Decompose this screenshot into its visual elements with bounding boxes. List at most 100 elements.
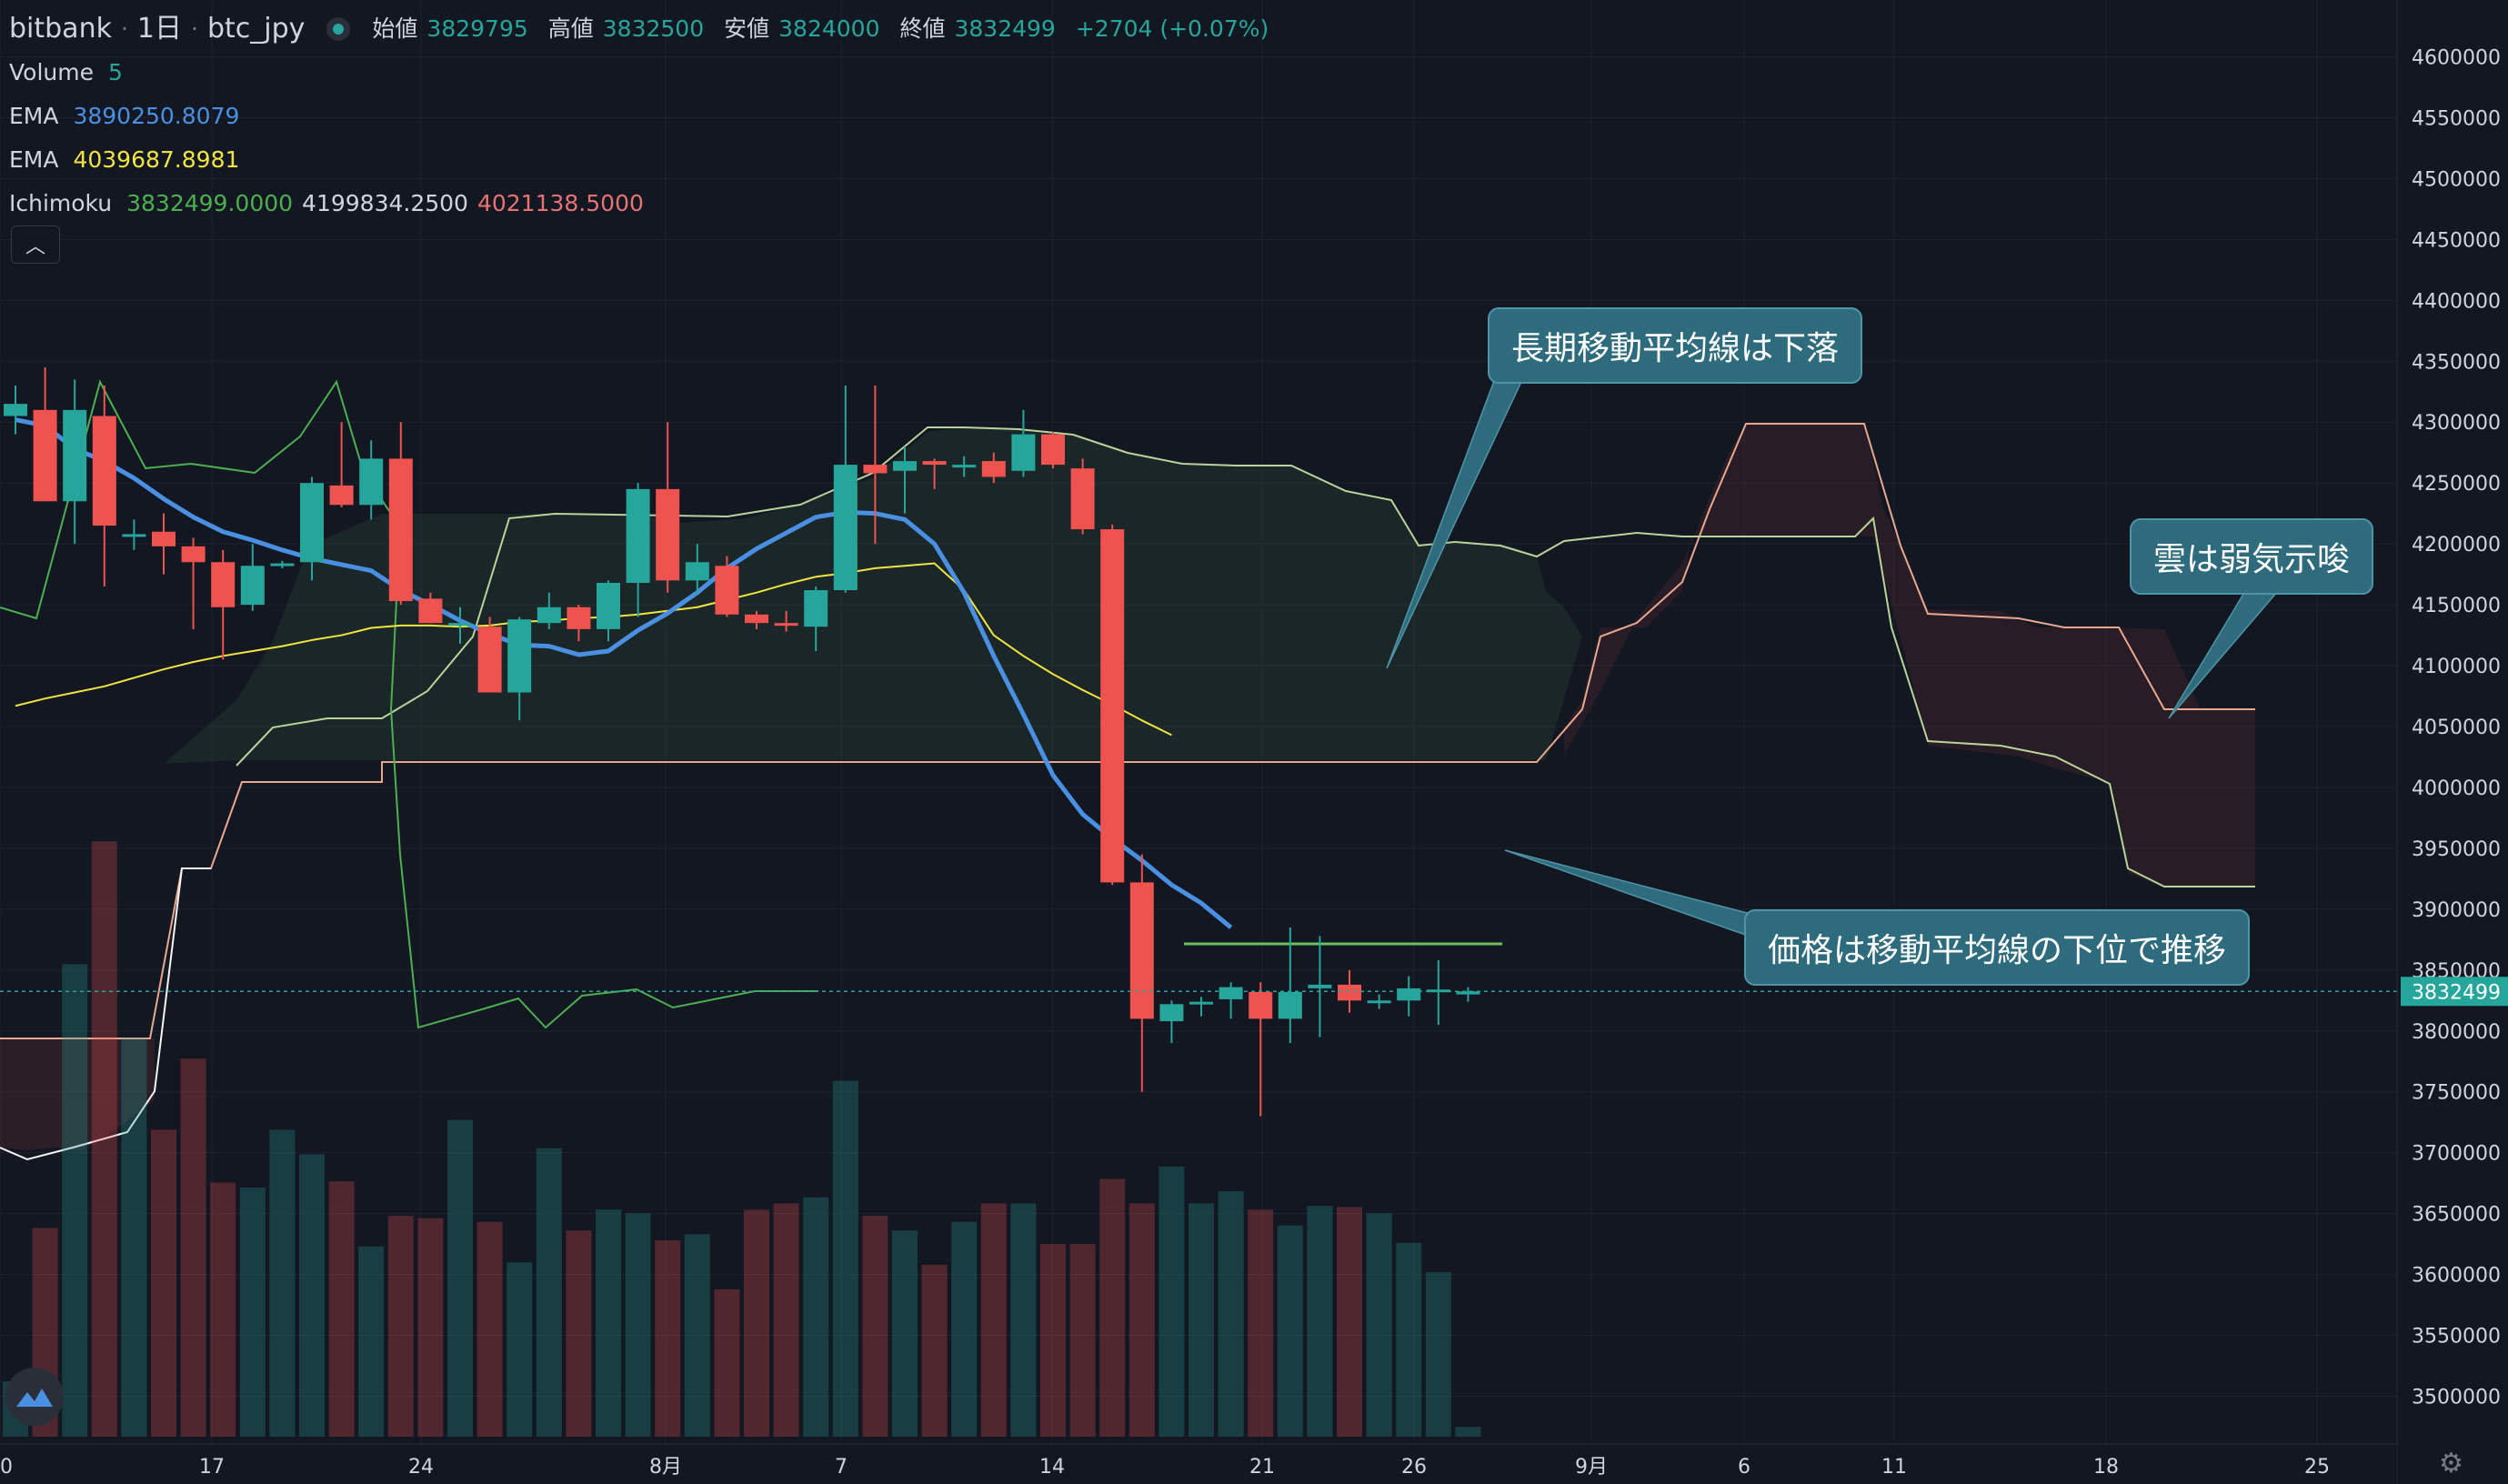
separator-dot: · — [120, 15, 128, 42]
candle-body — [1189, 1001, 1213, 1005]
volume-bar — [832, 1080, 858, 1437]
chikou-span-line — [0, 379, 818, 1029]
price-tick-label: 4400000 — [2412, 290, 2501, 313]
volume-bar — [1129, 1203, 1155, 1437]
volume-bar — [180, 1058, 206, 1437]
close-label: 終値 — [899, 15, 946, 42]
volume-bar — [536, 1148, 562, 1437]
exchange-label[interactable]: bitbank — [9, 13, 112, 45]
candle-body — [656, 488, 680, 581]
collapse-legend-button[interactable]: ︿ — [11, 226, 60, 264]
interval-label[interactable]: 1日 — [136, 13, 183, 45]
time-tick-label: 18 — [2093, 1456, 2119, 1479]
volume-bar — [477, 1221, 503, 1437]
ichimoku-value-3: 4021138.5000 — [477, 190, 644, 216]
volume-bar — [121, 1038, 147, 1437]
candle-body — [1249, 991, 1273, 1019]
senkou-span-a-left — [0, 867, 211, 1161]
volume-name: Volume — [9, 59, 94, 85]
ema-fast-value: 3890250.8079 — [73, 103, 240, 129]
current-price-badge — [2401, 977, 2508, 1007]
candle-body — [1070, 468, 1095, 530]
senkou-span-a-line — [236, 426, 2255, 887]
volume-bar — [684, 1234, 710, 1437]
time-tick-label: 17 — [199, 1456, 225, 1479]
ichimoku-legend[interactable]: Ichimoku 3832499.0000 4199834.2500 40211… — [9, 182, 1279, 226]
candle-body — [597, 582, 620, 629]
volume-bar — [507, 1262, 533, 1437]
volume-legend[interactable]: Volume 5 — [9, 51, 1279, 95]
candle-body — [1426, 989, 1450, 993]
price-tick-label: 4150000 — [2412, 595, 2501, 617]
price-tick-label: 4100000 — [2412, 656, 2501, 678]
price-tick-label: 4600000 — [2412, 46, 2501, 69]
candle-body — [685, 562, 709, 581]
callout-price-below: 価格は移動平均線の下位で推移 — [1744, 909, 2251, 986]
candle-body — [952, 465, 977, 468]
candle-body — [4, 404, 27, 416]
time-tick-label: 26 — [1401, 1456, 1427, 1479]
candle-body — [1159, 1004, 1184, 1022]
volume-bar — [1069, 1244, 1096, 1437]
volume-bar — [951, 1221, 978, 1437]
candle-body — [1129, 882, 1154, 1019]
ema-slow-legend[interactable]: EMA 4039687.8981 — [9, 138, 1279, 182]
time-axis: 0 17 24 8月 7 14 21 26 9月 6 11 18 25 — [0, 1443, 2397, 1484]
pointer-price-below — [1504, 849, 1751, 938]
time-tick-label: 24 — [408, 1456, 434, 1479]
symbol-label[interactable]: btc_jpy — [206, 13, 306, 45]
ema-slow-name: EMA — [9, 146, 59, 173]
candle-body — [567, 607, 591, 629]
price-tick-label: 3950000 — [2412, 838, 2501, 861]
candle-body — [745, 614, 768, 624]
volume-bar — [1010, 1203, 1037, 1437]
candle-body — [329, 485, 354, 506]
price-tick-label: 4450000 — [2412, 229, 2501, 252]
tradingview-logo-icon[interactable] — [5, 1368, 64, 1426]
candle-body — [270, 563, 295, 567]
candle-body — [240, 566, 265, 606]
ema-fast-line — [15, 417, 1233, 929]
price-tick-label: 3550000 — [2412, 1326, 2501, 1349]
volume-bar — [1396, 1242, 1422, 1437]
time-axis-bg — [0, 1444, 2397, 1484]
callout-cloud: 雲は弱気示唆 — [2130, 518, 2374, 595]
candle-body — [1367, 1000, 1391, 1004]
close-value: 3832499 — [954, 15, 1056, 42]
candle-body — [922, 461, 947, 466]
candle-body — [418, 598, 443, 624]
time-tick-label: 14 — [1039, 1456, 1065, 1479]
volume-bar — [239, 1187, 266, 1437]
volume-bar — [1277, 1225, 1303, 1437]
ema-fast-name: EMA — [9, 103, 59, 129]
candle-body — [477, 627, 502, 693]
price-tick-label: 4350000 — [2412, 351, 2501, 374]
time-tick-label: 8月 — [649, 1456, 682, 1479]
volume-bar — [892, 1230, 918, 1437]
candle-body — [388, 458, 413, 602]
price-tick-label: 3700000 — [2412, 1143, 2501, 1166]
price-tick-label: 4250000 — [2412, 473, 2501, 496]
volume-bar — [358, 1246, 385, 1437]
candle-body — [893, 461, 917, 471]
price-tick-label: 4550000 — [2412, 107, 2501, 130]
volume-bar — [1248, 1209, 1274, 1437]
candle-body — [774, 623, 798, 627]
volume-bar — [625, 1213, 651, 1437]
candle-body — [981, 461, 1006, 477]
high-label: 高値 — [547, 15, 594, 42]
market-status-icon — [326, 17, 351, 41]
price-tick-label: 4500000 — [2412, 168, 2501, 191]
ema-fast-legend[interactable]: EMA 3890250.8079 — [9, 95, 1279, 138]
volume-bar — [1425, 1272, 1451, 1437]
volume-bar — [1455, 1427, 1481, 1437]
low-label: 安値 — [724, 15, 770, 42]
ichimoku-value-1: 3832499.0000 — [126, 190, 294, 216]
time-tick-label: 25 — [2304, 1456, 2330, 1479]
candle-body — [92, 416, 116, 526]
volume-bar — [744, 1209, 769, 1437]
settings-gear-icon[interactable]: ⚙ — [2439, 1448, 2463, 1479]
senkou-span-b-line — [0, 423, 2255, 1039]
candle-body — [1011, 434, 1036, 471]
